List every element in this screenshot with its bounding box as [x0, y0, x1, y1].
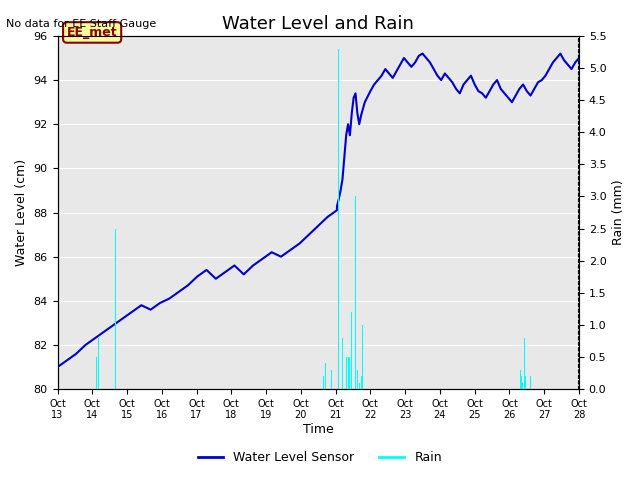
- Bar: [522, 383, 523, 389]
- Bar: [525, 376, 526, 389]
- Text: EE_met: EE_met: [67, 26, 118, 39]
- Bar: [530, 376, 531, 389]
- Bar: [359, 383, 360, 389]
- Bar: [362, 325, 364, 389]
- Bar: [355, 196, 356, 389]
- Bar: [357, 370, 358, 389]
- Bar: [520, 370, 521, 389]
- Bar: [331, 370, 332, 389]
- Bar: [348, 357, 349, 389]
- Bar: [342, 338, 343, 389]
- X-axis label: Time: Time: [303, 423, 333, 436]
- Bar: [325, 363, 326, 389]
- Legend: Water Level Sensor, Rain: Water Level Sensor, Rain: [193, 446, 447, 469]
- Title: Water Level and Rain: Water Level and Rain: [222, 15, 414, 33]
- Bar: [524, 357, 525, 389]
- Bar: [115, 228, 116, 389]
- Bar: [349, 357, 350, 389]
- Y-axis label: Rain (mm): Rain (mm): [612, 180, 625, 245]
- Y-axis label: Water Level (cm): Water Level (cm): [15, 159, 28, 266]
- Bar: [96, 357, 97, 389]
- Bar: [346, 357, 347, 389]
- Bar: [323, 376, 324, 389]
- Bar: [98, 338, 99, 389]
- Bar: [351, 312, 352, 389]
- Bar: [360, 376, 362, 389]
- Bar: [521, 376, 522, 389]
- Text: No data for EE Staff Gauge: No data for EE Staff Gauge: [6, 19, 157, 29]
